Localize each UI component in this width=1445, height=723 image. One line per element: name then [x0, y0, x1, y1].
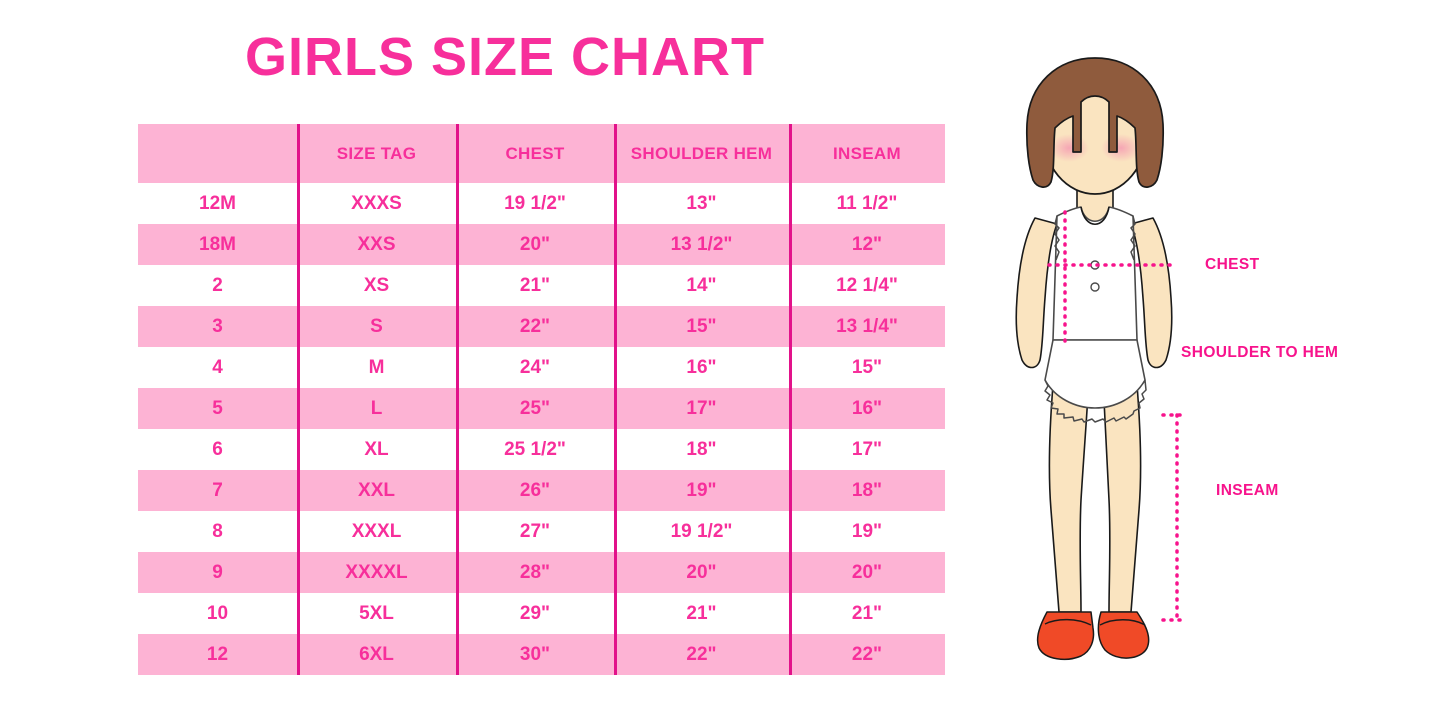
- cell-shoulder-hem: 17": [614, 388, 789, 429]
- cell-inseam: 15": [789, 347, 945, 388]
- cell-size: 2: [138, 265, 297, 306]
- cell-shoulder-hem: 13 1/2": [614, 224, 789, 265]
- column-header-inseam: INSEAM: [789, 124, 945, 183]
- cell-chest: 19 1/2": [456, 183, 614, 224]
- cell-shoulder-hem: 20": [614, 552, 789, 593]
- cell-chest: 22": [456, 306, 614, 347]
- cell-chest: 27": [456, 511, 614, 552]
- table-row: 5 L 25" 17" 16": [138, 388, 945, 429]
- cell-size: 9: [138, 552, 297, 593]
- cell-shoulder-hem: 18": [614, 429, 789, 470]
- page-title: GIRLS SIZE CHART: [244, 27, 765, 87]
- cell-shoulder-hem: 13": [614, 183, 789, 224]
- cell-size-tag: XXXXL: [297, 552, 456, 593]
- cell-size: 7: [138, 470, 297, 511]
- column-header-shoulder-hem: SHOULDER HEM: [614, 124, 789, 183]
- inseam-measurement-label: INSEAM: [1216, 482, 1279, 499]
- column-header-chest: CHEST: [456, 124, 614, 183]
- cell-shoulder-hem: 21": [614, 593, 789, 634]
- chest-measurement-label: CHEST: [1205, 256, 1260, 273]
- cell-inseam: 11 1/2": [789, 183, 945, 224]
- cell-inseam: 18": [789, 470, 945, 511]
- cell-size-tag: XXS: [297, 224, 456, 265]
- cell-inseam: 21": [789, 593, 945, 634]
- cell-size-tag: XL: [297, 429, 456, 470]
- table-row: 3 S 22" 15" 13 1/4": [138, 306, 945, 347]
- cell-shoulder-hem: 22": [614, 634, 789, 675]
- cell-shoulder-hem: 15": [614, 306, 789, 347]
- cell-size: 5: [138, 388, 297, 429]
- cell-chest: 28": [456, 552, 614, 593]
- table-row: 8 XXXL 27" 19 1/2" 19": [138, 511, 945, 552]
- size-chart-table: SIZE TAG CHEST SHOULDER HEM INSEAM 12M XX…: [138, 124, 945, 675]
- table-row: 18M XXS 20" 13 1/2" 12": [138, 224, 945, 265]
- cell-size-tag: L: [297, 388, 456, 429]
- cell-chest: 25": [456, 388, 614, 429]
- cell-size: 18M: [138, 224, 297, 265]
- column-header-size-tag: SIZE TAG: [297, 124, 456, 183]
- table-header-row: SIZE TAG CHEST SHOULDER HEM INSEAM: [138, 124, 945, 183]
- table-row: 10 5XL 29" 21" 21": [138, 593, 945, 634]
- cell-inseam: 22": [789, 634, 945, 675]
- cell-size: 4: [138, 347, 297, 388]
- cell-size-tag: XXL: [297, 470, 456, 511]
- table-row: 12 6XL 30" 22" 22": [138, 634, 945, 675]
- cell-inseam: 13 1/4": [789, 306, 945, 347]
- cell-size: 12M: [138, 183, 297, 224]
- cell-size: 12: [138, 634, 297, 675]
- cell-size-tag: 6XL: [297, 634, 456, 675]
- girl-figure-illustration: [985, 40, 1225, 680]
- cell-size-tag: XXXL: [297, 511, 456, 552]
- table-row: 2 XS 21" 14" 12 1/4": [138, 265, 945, 306]
- cell-chest: 30": [456, 634, 614, 675]
- cell-chest: 26": [456, 470, 614, 511]
- cell-inseam: 12 1/4": [789, 265, 945, 306]
- cell-size-tag: S: [297, 306, 456, 347]
- cell-size: 8: [138, 511, 297, 552]
- cell-chest: 20": [456, 224, 614, 265]
- hair-shape: [1025, 57, 1165, 188]
- cell-shoulder-hem: 16": [614, 347, 789, 388]
- table-row: 9 XXXXL 28" 20" 20": [138, 552, 945, 593]
- table-row: 7 XXL 26" 19" 18": [138, 470, 945, 511]
- shoes-shape: [1036, 611, 1150, 661]
- cell-size-tag: M: [297, 347, 456, 388]
- cell-chest: 21": [456, 265, 614, 306]
- cell-inseam: 17": [789, 429, 945, 470]
- cell-inseam: 12": [789, 224, 945, 265]
- arms-shape: [1015, 217, 1173, 369]
- measurement-guide-lines: [1047, 210, 1185, 622]
- cell-size: 10: [138, 593, 297, 634]
- table-row: 6 XL 25 1/2" 18" 17": [138, 429, 945, 470]
- cell-chest: 29": [456, 593, 614, 634]
- cell-size-tag: 5XL: [297, 593, 456, 634]
- cell-size: 3: [138, 306, 297, 347]
- cell-shoulder-hem: 14": [614, 265, 789, 306]
- skirt-shape: [1044, 339, 1147, 423]
- table-row: 4 M 24" 16" 15": [138, 347, 945, 388]
- cell-chest: 25 1/2": [456, 429, 614, 470]
- table-row: 12M XXXS 19 1/2" 13" 11 1/2": [138, 183, 945, 224]
- cell-inseam: 16": [789, 388, 945, 429]
- cell-size-tag: XXXS: [297, 183, 456, 224]
- shoulder-to-hem-measurement-label: SHOULDER TO HEM: [1181, 344, 1339, 361]
- cell-inseam: 20": [789, 552, 945, 593]
- column-header-size: [138, 124, 297, 183]
- cell-size-tag: XS: [297, 265, 456, 306]
- cell-shoulder-hem: 19 1/2": [614, 511, 789, 552]
- cell-chest: 24": [456, 347, 614, 388]
- cell-size: 6: [138, 429, 297, 470]
- cell-inseam: 19": [789, 511, 945, 552]
- top-garment-shape: [1052, 206, 1138, 341]
- cell-shoulder-hem: 19": [614, 470, 789, 511]
